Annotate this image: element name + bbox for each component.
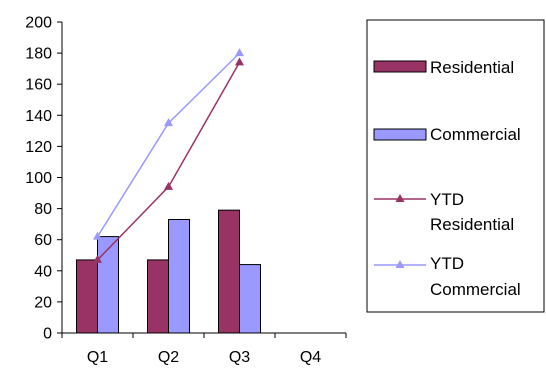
point-ytd-residential-q2 <box>164 181 173 190</box>
y-tick-label-20: 20 <box>34 294 52 311</box>
x-tick-label-q3: Q3 <box>229 349 250 366</box>
y-tick-label-100: 100 <box>25 170 52 187</box>
y-tick-label-160: 160 <box>25 77 52 94</box>
bar-marks <box>76 209 261 334</box>
point-ytd-residential-q1 <box>93 254 102 263</box>
x-tick-label-q4: Q4 <box>300 349 321 366</box>
bar-commercial-q1 <box>97 236 119 334</box>
legend-label-ytd-commercial-line1: YTD <box>430 254 464 273</box>
point-ytd-commercial-q3 <box>235 48 244 57</box>
y-tick-label-0: 0 <box>43 326 52 343</box>
bar-commercial-q2 <box>168 218 190 334</box>
point-ytd-commercial-q1 <box>93 231 102 240</box>
legend-swatch-residential <box>373 60 427 73</box>
point-ytd-commercial-q2 <box>164 118 173 127</box>
point-ytd-residential-q3 <box>235 57 244 66</box>
line-marks <box>93 48 244 263</box>
y-tick-label-60: 60 <box>34 232 52 249</box>
legend: Residential Commercial YTD Residential Y… <box>366 19 545 313</box>
y-tick-label-40: 40 <box>34 263 52 280</box>
x-tick-label-q2: Q2 <box>158 349 179 366</box>
y-tick-label-180: 180 <box>25 46 52 63</box>
legend-label-ytd-commercial-line2: Commercial <box>430 280 521 299</box>
bar-residential-q3 <box>218 209 240 334</box>
axes: 0 20 40 60 80 100 120 140 160 180 200 Q1 Q2 Q3 Q4 <box>25 15 347 366</box>
legend-marker-ytd-residential <box>395 194 405 202</box>
bar-commercial-q3 <box>239 264 261 334</box>
legend-label-residential: Residential <box>430 58 514 77</box>
y-tick-label-200: 200 <box>25 15 52 32</box>
legend-label-ytd-residential-line2: Residential <box>430 215 514 234</box>
legend-label-ytd-residential-line1: YTD <box>430 190 464 209</box>
bar-residential-q2 <box>147 259 169 334</box>
y-tick-label-120: 120 <box>25 139 52 156</box>
legend-label-commercial: Commercial <box>430 125 521 144</box>
legend-marker-ytd-commercial <box>395 260 405 268</box>
y-tick-label-140: 140 <box>25 108 52 125</box>
bar-residential-q1 <box>76 259 98 334</box>
line-ytd-commercial <box>96 52 241 237</box>
x-tick-label-q1: Q1 <box>87 349 108 366</box>
legend-swatch-commercial <box>373 128 427 141</box>
y-tick-label-80: 80 <box>34 201 52 218</box>
